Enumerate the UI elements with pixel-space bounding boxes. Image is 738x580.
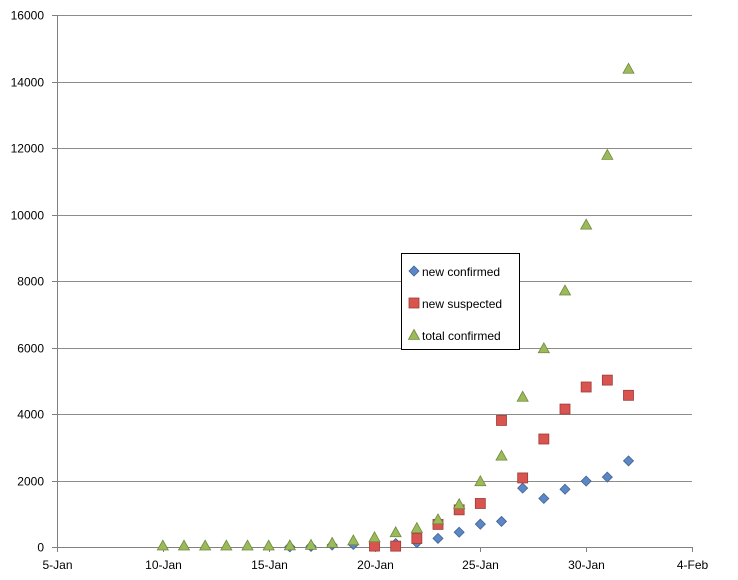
total-confirmed-point: [389, 526, 402, 538]
total-confirmed-point: [220, 539, 233, 551]
total-confirmed-point: [537, 342, 551, 354]
total-confirmed-point: [495, 449, 508, 461]
x-tick-label: 10-Jan: [145, 558, 182, 572]
total-confirmed-point: [283, 539, 297, 551]
total-confirmed-point: [198, 539, 212, 551]
total-confirmed-point: [579, 218, 593, 230]
y-tick-label: 4000: [17, 408, 44, 422]
x-tick-label: 20-Jan: [357, 558, 394, 572]
new-confirmed-point: [622, 455, 635, 467]
total-confirmed-point: [474, 475, 487, 487]
new-suspected-point: [411, 533, 423, 544]
new-confirmed-point: [432, 532, 444, 544]
new-confirmed-point: [453, 526, 465, 538]
new-suspected-point: [601, 374, 613, 386]
x-tick-label: 15-Jan: [251, 558, 288, 572]
legend-label: new suspected: [422, 297, 502, 311]
total-confirmed-point: [241, 539, 254, 551]
total-confirmed-point: [368, 531, 381, 543]
legend-label: total confirmed: [422, 329, 501, 343]
y-tick-label: 10000: [11, 209, 45, 223]
new-confirmed-point: [474, 518, 486, 530]
legend-marker: [407, 328, 421, 340]
total-confirmed-point: [325, 536, 339, 548]
gridlines: [57, 15, 692, 482]
y-tick-labels: 0 2000 4000 6000 8000 10000 12000 14000 16000: [11, 9, 45, 555]
total-confirmed-point: [452, 497, 466, 510]
new-confirmed-point: [517, 482, 529, 494]
y-tick-label: 12000: [11, 142, 45, 156]
new-suspected-point: [496, 415, 507, 426]
y-tick-label: 6000: [17, 342, 44, 356]
y-tick-label: 14000: [11, 76, 45, 90]
new-confirmed-point: [580, 475, 592, 487]
legend-box: [401, 253, 520, 350]
legend: new confirmed new suspected total confirme…: [401, 253, 520, 350]
total-confirmed-point: [622, 62, 635, 74]
x-tick-label: 30-Jan: [568, 558, 605, 572]
data-points: [156, 62, 635, 553]
total-confirmed-point: [347, 534, 360, 546]
total-confirmed-point: [558, 284, 572, 296]
new-suspected-point: [559, 403, 571, 415]
legend-label: new confirmed: [422, 265, 500, 279]
new-confirmed-point: [559, 483, 571, 495]
y-tick-label: 2000: [17, 475, 44, 489]
total-confirmed-point: [410, 521, 424, 533]
new-confirmed-point: [601, 471, 613, 483]
total-confirmed-point: [177, 539, 191, 551]
total-confirmed-point: [262, 539, 275, 551]
total-confirmed-point: [431, 513, 445, 525]
x-tick-label: 25-Jan: [462, 558, 499, 572]
y-tick-label: 16000: [11, 9, 45, 23]
new-suspected-point: [474, 498, 486, 509]
legend-marker: [408, 265, 420, 277]
new-suspected-point: [369, 540, 380, 552]
total-confirmed-point: [516, 390, 529, 402]
total-confirmed-point: [601, 148, 614, 160]
new-suspected-point: [538, 433, 550, 445]
new-confirmed-point: [495, 515, 508, 527]
new-confirmed-point: [538, 492, 550, 505]
legend-marker: [408, 297, 420, 309]
x-tick-labels: 5-Jan 10-Jan 15-Jan 20-Jan 25-Jan 30-Jan 4-Feb: [42, 558, 708, 572]
new-suspected-point: [390, 540, 402, 552]
x-tick-label: 5-Jan: [42, 558, 72, 572]
axes: [52, 15, 693, 552]
new-suspected-point: [580, 381, 592, 393]
new-suspected-point: [517, 472, 529, 484]
y-tick-label: 0: [37, 541, 44, 555]
new-suspected-point: [623, 389, 634, 401]
total-confirmed-point: [304, 538, 318, 550]
total-confirmed-point: [156, 539, 170, 551]
x-tick-label: 4-Feb: [677, 558, 709, 572]
y-tick-label: 8000: [17, 275, 44, 289]
